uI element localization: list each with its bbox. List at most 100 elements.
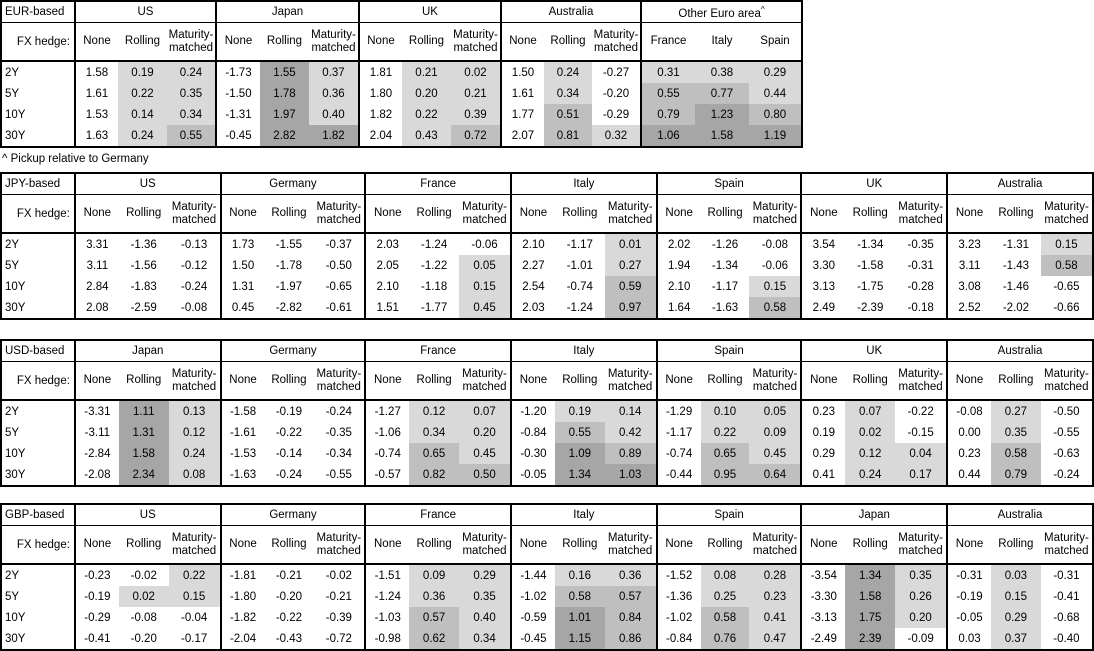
value-cell: -1.20 [510,400,555,422]
tenor-label: 2Y [5,569,20,582]
value-cell: 1.23 [695,104,749,125]
value-cell: 0.47 [749,628,802,650]
value-cell: -0.63 [1053,447,1080,460]
value-cell: 1.81 [358,61,402,83]
group-header-label: Germany [269,178,317,190]
value-cell: 3.23 [946,233,992,255]
value-cell: 2.49 [800,297,846,319]
value-cell: 0.57 [409,607,460,628]
column-header: Rolling [402,22,451,62]
column-header: None [500,22,544,62]
value-cell: 0.20 [895,607,948,628]
column-header: None [655,525,701,565]
value-cell: 3.08 [946,276,992,297]
column-header: France [640,22,695,62]
column-header: Maturity-matched [895,361,948,401]
value-cell: -1.63 [219,464,265,486]
value-cell: 0.86 [604,628,657,650]
value-cell: -0.14 [275,447,303,460]
value-cell: 2.03 [364,233,410,255]
value-cell: -1.73 [215,61,260,83]
value-cell: 0.35 [990,422,1041,443]
value-cell: -1.51 [364,564,410,586]
value-cell: -0.21 [325,590,352,603]
value-cell: -1.01 [566,259,593,272]
column-header: Rolling [845,194,896,234]
value-cell: 0.36 [309,83,359,104]
value-cell: -0.43 [275,632,303,645]
value-cell: -0.02 [130,569,157,582]
value-cell: -0.74 [655,443,701,464]
value-cell: -0.41 [1053,590,1080,603]
value-cell: 0.16 [554,564,605,586]
value-cell: -1.17 [711,280,739,293]
value-cell: 0.64 [749,464,802,486]
column-header: Maturity-matched [168,361,221,401]
group-header: Other Euro area^ [640,1,802,23]
value-cell: 0.38 [695,61,749,83]
group-header: US [74,1,216,23]
base-currency-label: EUR-based [1,1,75,23]
column-header: Rolling [990,361,1041,401]
value-cell: 0.03 [990,564,1041,586]
value-cell: 0.58 [554,586,605,607]
value-cell: 0.29 [800,443,846,464]
value-cell: 1.19 [749,125,802,147]
column-header: Rolling [544,22,592,62]
value-cell: 1.51 [364,297,410,319]
value-cell: -0.40 [1053,632,1080,645]
value-cell: 0.41 [800,464,846,486]
value-cell: 0.95 [700,464,750,486]
value-cell: -0.30 [510,443,555,464]
column-header: Maturity-matched [168,194,221,234]
value-cell: 0.50 [459,464,511,486]
value-cell: 0.27 [604,255,657,276]
value-cell: -0.29 [73,607,119,628]
group-header-label: Japan [271,6,304,18]
footnote: ^ Pickup relative to Germany [2,153,149,165]
tenor-label: 2Y [5,66,20,79]
group-header: US [73,173,221,195]
value-cell: 0.34 [544,83,592,104]
value-cell: 0.15 [990,586,1041,607]
value-cell: -0.21 [275,569,303,582]
column-header: None [219,525,265,565]
column-header: Maturity-matched [313,194,366,234]
value-cell: -1.31 [215,104,260,125]
group-header: Italy [510,340,657,362]
column-header: Maturity-matched [451,22,501,62]
value-cell: 2.84 [73,276,119,297]
value-cell: -0.45 [510,628,555,650]
column-header: Maturity-matched [459,194,512,234]
value-cell: -0.20 [275,590,303,603]
column-header: Maturity-matched [1040,361,1093,401]
group-header-label: Spain [714,178,744,190]
value-cell: 1.97 [260,104,309,125]
value-cell: 0.35 [167,83,216,104]
column-header: Rolling [264,525,314,565]
value-cell: 0.15 [749,276,802,297]
group-header-label: UK [422,6,438,18]
value-cell: 0.07 [845,400,896,422]
value-cell: -1.83 [130,280,157,293]
value-cell: 1.75 [845,607,896,628]
value-cell: 1.06 [640,125,695,147]
column-header: Rolling [554,525,605,565]
column-header: Maturity-matched [459,361,511,401]
column-header: Rolling [118,194,169,234]
value-cell: 0.35 [459,586,511,607]
value-cell: 0.23 [800,400,846,422]
group-header-label: US [139,178,156,190]
value-cell: 0.12 [409,400,460,422]
column-header: Maturity-matched [592,22,641,62]
value-cell: 0.12 [845,443,896,464]
column-header: None [215,22,260,62]
column-header: Rolling [554,194,605,234]
value-cell: 0.22 [118,83,167,104]
value-cell: 1.50 [500,61,544,83]
value-cell: -1.36 [655,586,701,607]
group-header: Spain [655,504,802,526]
value-cell: -1.34 [857,238,884,251]
tenor-label: 2Y [5,238,20,251]
